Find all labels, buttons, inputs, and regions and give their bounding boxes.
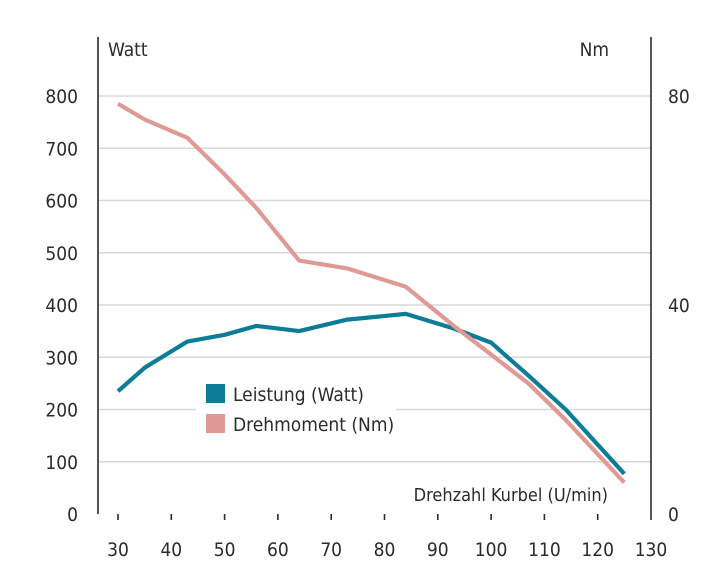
legend-label-drehmoment: Drehmoment (Nm)	[233, 414, 394, 436]
y-left-tick-label: 400	[45, 295, 78, 317]
y-left-tick-label: 600	[45, 191, 78, 213]
x-tick-label: 50	[214, 539, 236, 561]
x-tick-label: 110	[528, 539, 561, 561]
legend-swatch-drehmoment	[206, 414, 225, 433]
axes	[97, 37, 652, 514]
x-axis-label: Drehzahl Kurbel (U/min)	[414, 485, 608, 506]
x-tick-label: 90	[427, 539, 449, 561]
data-series	[116, 101, 626, 485]
tick-labels: 0 100 200 300 400 500 600 700 800 0 40 80 30 40 50 60 70…	[45, 86, 689, 561]
x-tick-label: 130	[635, 539, 668, 561]
y-left-tick-label: 100	[45, 452, 78, 474]
x-tick-label: 80	[374, 539, 396, 561]
right-axis-unit-label: Nm	[580, 39, 609, 61]
y-left-tick-label: 200	[45, 400, 78, 422]
y-left-tick-label: 700	[45, 138, 78, 160]
y-right-tick-label: 80	[668, 86, 690, 108]
x-tick-label: 70	[320, 539, 342, 561]
y-right-tick-label: 40	[668, 295, 690, 317]
left-axis-unit-label: Watt	[108, 39, 148, 61]
y-left-tick-label: 300	[45, 347, 78, 369]
legend: Leistung (Watt) Drehmoment (Nm)	[196, 378, 396, 440]
x-tick-label: 40	[160, 539, 182, 561]
y-right-tick-label: 0	[668, 504, 679, 526]
y-left-tick-label: 500	[45, 243, 78, 265]
y-left-tick-label: 0	[67, 504, 78, 526]
y-left-tick-label: 800	[45, 86, 78, 108]
gridlines	[98, 95, 651, 463]
legend-label-leistung: Leistung (Watt)	[233, 384, 364, 406]
x-axis-label-background	[414, 480, 614, 506]
legend-background	[196, 378, 396, 440]
x-tick-label: 60	[267, 539, 289, 561]
x-tick-label: 100	[475, 539, 508, 561]
x-tick-label: 30	[107, 539, 129, 561]
x-tick-label: 120	[581, 539, 614, 561]
legend-swatch-leistung	[206, 384, 225, 403]
